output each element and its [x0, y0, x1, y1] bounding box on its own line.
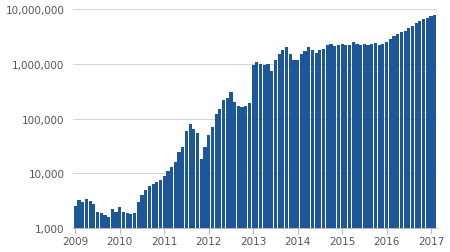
Bar	[200, 160, 203, 252]
Bar	[89, 201, 92, 252]
Bar	[170, 168, 173, 252]
Bar	[215, 115, 218, 252]
Bar	[281, 51, 284, 252]
Bar	[263, 66, 266, 252]
Bar	[248, 104, 251, 252]
Bar	[414, 24, 418, 252]
Bar	[211, 128, 214, 252]
Bar	[240, 108, 243, 252]
Bar	[114, 212, 117, 252]
Bar	[366, 46, 369, 252]
Bar	[359, 46, 362, 252]
Bar	[337, 46, 340, 252]
Bar	[174, 163, 177, 252]
Bar	[203, 148, 207, 252]
Bar	[392, 37, 396, 252]
Bar	[300, 55, 303, 252]
Bar	[385, 43, 388, 252]
Bar	[99, 213, 103, 252]
Bar	[396, 35, 399, 252]
Bar	[292, 60, 296, 252]
Bar	[329, 45, 333, 252]
Bar	[118, 207, 122, 252]
Bar	[311, 51, 314, 252]
Bar	[166, 171, 170, 252]
Bar	[96, 212, 99, 252]
Bar	[307, 48, 310, 252]
Bar	[152, 184, 155, 252]
Bar	[74, 206, 77, 252]
Bar	[274, 60, 277, 252]
Bar	[296, 60, 299, 252]
Bar	[407, 29, 410, 252]
Bar	[181, 148, 184, 252]
Bar	[370, 45, 373, 252]
Bar	[155, 182, 158, 252]
Bar	[230, 93, 233, 252]
Bar	[77, 201, 81, 252]
Bar	[218, 110, 221, 252]
Bar	[237, 107, 240, 252]
Bar	[244, 107, 248, 252]
Bar	[185, 131, 188, 252]
Bar	[356, 45, 359, 252]
Bar	[389, 40, 392, 252]
Bar	[322, 49, 325, 252]
Bar	[133, 213, 136, 252]
Bar	[285, 48, 288, 252]
Bar	[196, 133, 199, 252]
Bar	[278, 55, 281, 252]
Bar	[303, 52, 306, 252]
Bar	[126, 213, 129, 252]
Bar	[288, 55, 292, 252]
Bar	[363, 45, 366, 252]
Bar	[404, 32, 407, 252]
Bar	[326, 46, 329, 252]
Bar	[85, 199, 88, 252]
Bar	[400, 33, 403, 252]
Bar	[207, 136, 210, 252]
Bar	[411, 26, 414, 252]
Bar	[429, 17, 432, 252]
Bar	[177, 152, 180, 252]
Bar	[140, 195, 144, 252]
Bar	[422, 20, 425, 252]
Bar	[81, 202, 84, 252]
Bar	[344, 46, 347, 252]
Bar	[225, 98, 229, 252]
Bar	[107, 217, 110, 252]
Bar	[374, 44, 377, 252]
Bar	[348, 46, 351, 252]
Bar	[129, 214, 132, 252]
Bar	[162, 176, 166, 252]
Bar	[189, 124, 192, 252]
Bar	[270, 71, 273, 252]
Bar	[433, 16, 436, 252]
Bar	[159, 180, 162, 252]
Bar	[137, 202, 140, 252]
Bar	[192, 129, 195, 252]
Bar	[144, 190, 147, 252]
Bar	[259, 65, 262, 252]
Bar	[233, 103, 236, 252]
Bar	[255, 62, 258, 252]
Bar	[92, 204, 95, 252]
Bar	[222, 101, 225, 252]
Bar	[122, 212, 125, 252]
Bar	[341, 45, 344, 252]
Bar	[378, 46, 381, 252]
Bar	[381, 45, 384, 252]
Bar	[351, 43, 355, 252]
Bar	[252, 66, 255, 252]
Bar	[104, 216, 107, 252]
Bar	[333, 47, 336, 252]
Bar	[111, 209, 114, 252]
Bar	[266, 65, 270, 252]
Bar	[148, 186, 151, 252]
Bar	[318, 51, 321, 252]
Bar	[315, 53, 318, 252]
Bar	[426, 18, 429, 252]
Bar	[418, 22, 422, 252]
